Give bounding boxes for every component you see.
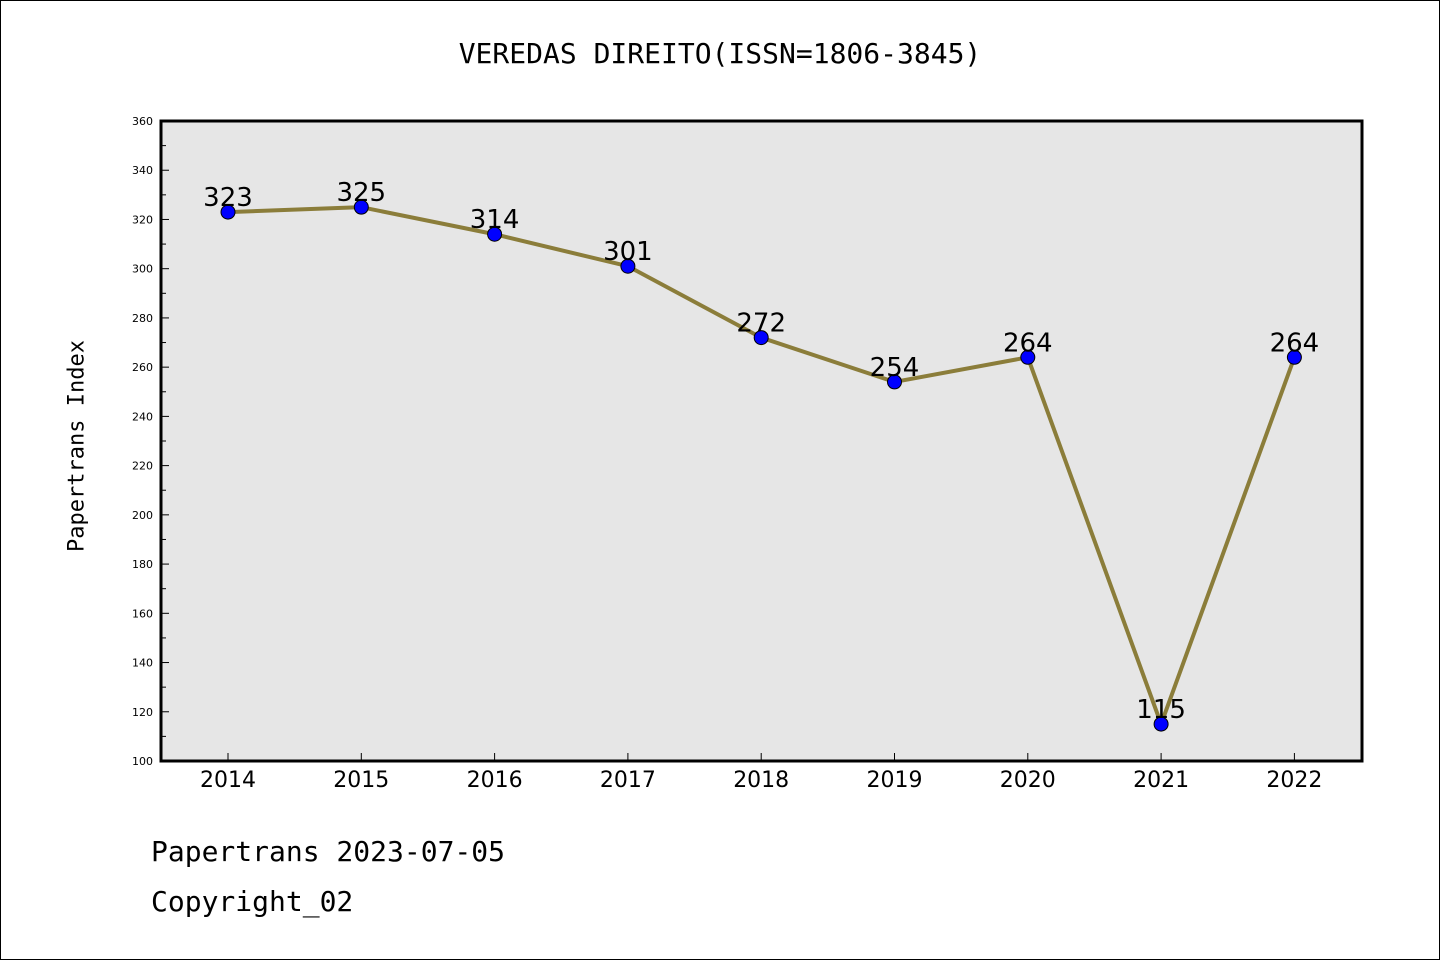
- data-label: 301: [603, 237, 653, 267]
- data-point: [1020, 349, 1036, 365]
- y-tick-label: 100: [132, 755, 153, 768]
- y-tick-label: 120: [132, 706, 153, 719]
- y-tick-label: 220: [132, 460, 153, 473]
- x-tick-label: 2016: [467, 768, 523, 793]
- x-tick-label: 2020: [1000, 768, 1056, 793]
- data-label: 272: [736, 309, 786, 339]
- footer-date: Papertrans 2023-07-05: [151, 835, 506, 868]
- data-label: 264: [1003, 328, 1053, 358]
- x-tick-label: 2014: [200, 768, 256, 793]
- y-tick-label: 240: [132, 410, 153, 423]
- data-label: 264: [1270, 328, 1320, 358]
- y-tick-label: 180: [132, 558, 153, 571]
- y-tick-label: 160: [132, 607, 153, 620]
- data-point: [1286, 349, 1302, 365]
- x-tick-label: 2017: [600, 768, 656, 793]
- x-tick-label: 2021: [1133, 768, 1189, 793]
- x-tick-label: 2019: [867, 768, 923, 793]
- y-tick-label: 320: [132, 213, 153, 226]
- y-tick-label: 260: [132, 361, 153, 374]
- plot-area: [161, 121, 1362, 761]
- y-tick-label: 360: [132, 115, 153, 128]
- data-point: [620, 258, 636, 274]
- data-point: [1153, 716, 1169, 732]
- data-label: 254: [870, 353, 920, 383]
- chart-title: VEREDAS DIREITO(ISSN=1806-3845): [458, 37, 982, 70]
- y-tick-label: 340: [132, 164, 153, 177]
- data-point: [887, 374, 902, 390]
- data-label: 314: [470, 205, 520, 235]
- y-tick-label: 140: [132, 657, 153, 670]
- data-label: 323: [203, 183, 253, 213]
- y-tick-label: 200: [132, 509, 153, 522]
- x-tick-label: 2022: [1266, 768, 1322, 793]
- x-tick-label: 2015: [333, 768, 389, 793]
- data-point: [353, 199, 369, 215]
- plot-border: [159, 119, 1364, 763]
- footer-copyright: Copyright_02: [151, 885, 354, 918]
- y-tick-label: 300: [132, 263, 153, 276]
- y-tick-label: 280: [132, 312, 153, 325]
- x-tick-label: 2018: [733, 768, 789, 793]
- data-label: 325: [336, 178, 386, 208]
- data-label: 115: [1136, 695, 1186, 725]
- data-point: [753, 330, 769, 346]
- data-point: [220, 204, 236, 220]
- data-point: [487, 226, 503, 242]
